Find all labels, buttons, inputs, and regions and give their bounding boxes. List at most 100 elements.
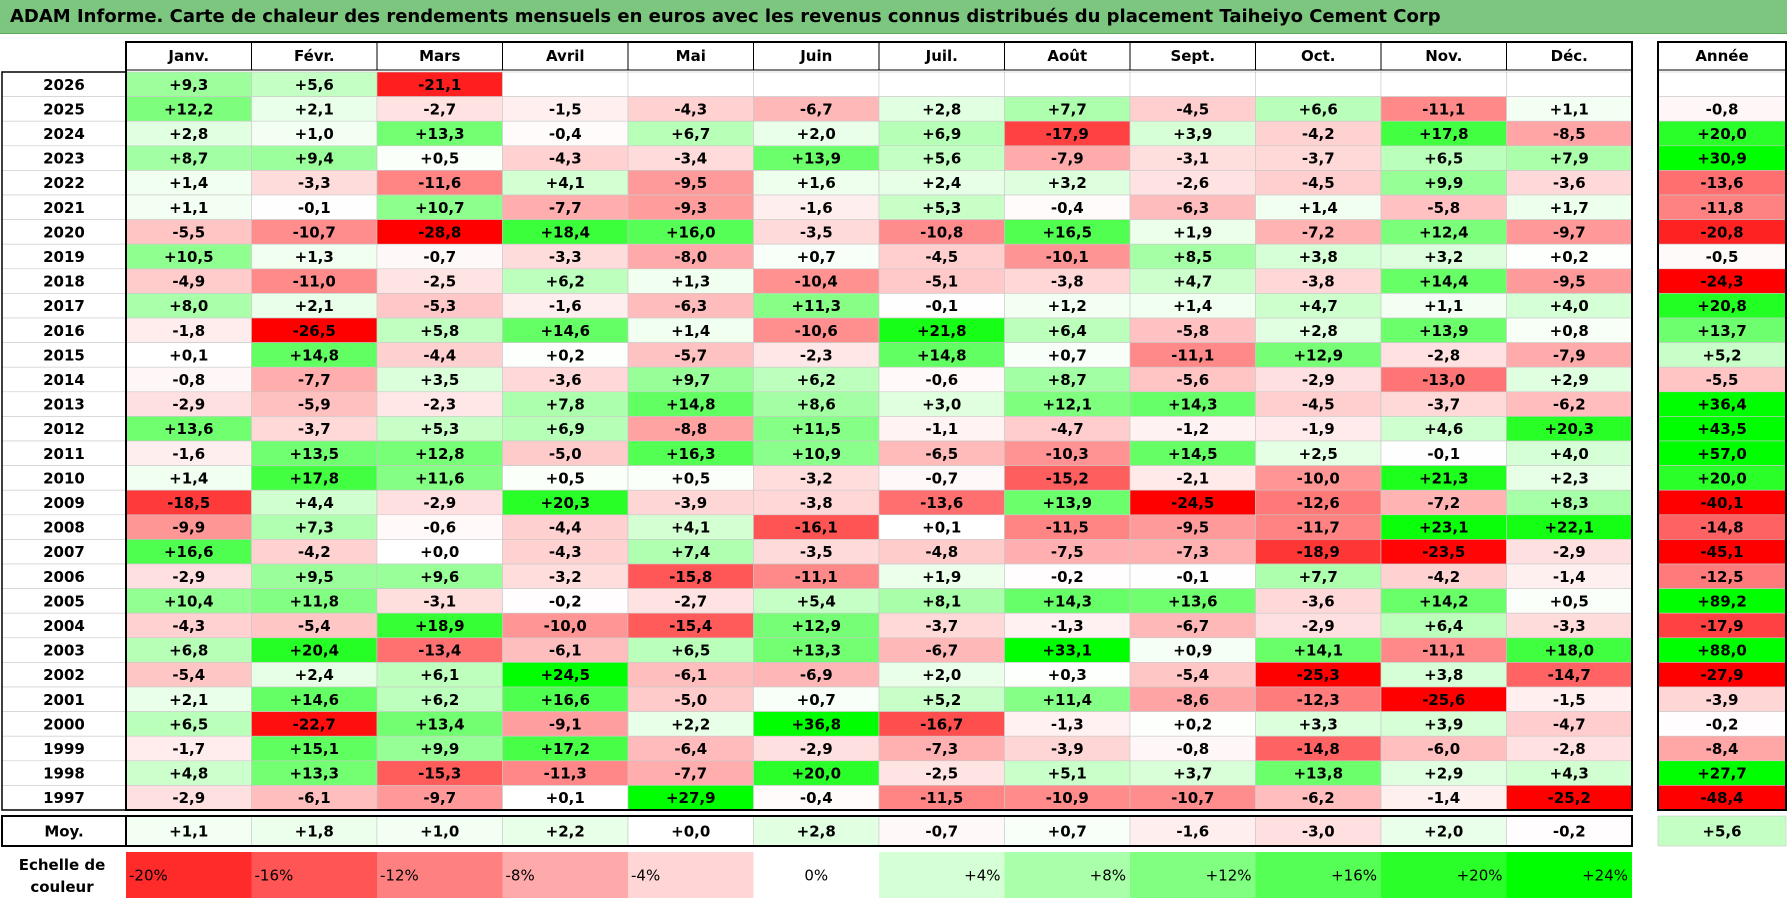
heatmap-cell [753,711,880,737]
cell-value-label: +22,1 [1544,519,1594,537]
heatmap-cell [1129,317,1256,343]
cell-value-label: -12,6 [1297,494,1340,512]
heatmap-cell [1506,268,1633,294]
cell-value-label: -0,7 [925,469,958,487]
heatmap-cell [125,489,252,516]
cell-value-label: -5,3 [423,297,456,315]
cell-value-label: +5,3 [922,199,961,217]
annual-value-label: -0,2 [1706,715,1739,733]
annual-value-label: -12,5 [1700,568,1743,586]
cell-value-label: -4,8 [925,543,958,561]
average-value-label: +2,2 [546,823,585,841]
cell-value-label: -10,1 [1046,248,1089,266]
cell-value-label: +4,0 [1550,445,1589,463]
cell-value-label: +9,7 [671,371,710,389]
heatmap-cell [125,785,252,811]
cell-value-label: -6,7 [1176,617,1209,635]
cell-value-label: +3,9 [1173,125,1212,143]
year-label-cell [1,243,127,270]
month-header-label: Juil. [925,47,958,65]
legend-swatch [377,852,503,898]
cell-value-label: +1,6 [797,174,836,192]
cell-value-label: -9,9 [172,519,205,537]
cell-value-label: -5,0 [549,445,582,463]
heatmap-cell [878,96,1005,122]
heatmap-cell [878,194,1005,220]
heatmap-cell [1004,96,1131,122]
average-cell [878,815,1005,847]
cell-value-label: +16,3 [666,445,716,463]
cell-value-label: -3,8 [1302,273,1335,291]
average-cell [376,815,503,847]
year-label: 2022 [43,174,85,192]
year-label-cell [1,514,127,540]
cell-value-label: -5,5 [172,223,205,241]
average-annual-label: +5,6 [1702,823,1741,841]
cell-value-label: +1,4 [169,174,208,192]
annual-cell [1657,71,1787,97]
heatmap-cell [1129,416,1256,442]
cell-value-label: +12,9 [791,617,841,635]
heatmap-cell [1506,342,1633,368]
heatmap-cell [502,539,629,565]
cell-value-label: +12,2 [164,100,214,118]
cell-value-label: +21,8 [917,322,967,340]
legend-swatch [126,852,252,898]
cell-value-label: -1,5 [549,100,582,118]
heatmap-cell [627,785,754,811]
heatmap-cell [1506,391,1633,417]
heatmap-cell [502,588,629,614]
annual-cell [1657,637,1787,663]
heatmap-cell [878,637,1005,663]
year-label: 2017 [43,297,85,315]
heatmap-cell [1506,711,1633,737]
year-label: 2019 [43,248,85,266]
cell-value-label: -7,9 [1553,346,1586,364]
cell-value-label: -13,6 [920,494,963,512]
heatmap-cell [753,612,880,639]
heatmap-cell [1380,317,1507,343]
cell-value-label: -28,8 [418,223,461,241]
cell-value-label: -6,1 [298,789,331,807]
cell-value-label: +14,5 [1168,445,1218,463]
heatmap-cell [125,194,252,220]
cell-value-label: +9,3 [169,76,208,94]
cell-value-label: -6,1 [674,666,707,684]
cell-value-label: -3,8 [1051,273,1084,291]
heatmap-cell [627,293,754,319]
legend-swatch [753,852,879,898]
month-header-label: Nov. [1425,47,1462,65]
heatmap-cell [627,366,754,393]
cell-value-label: -3,2 [549,568,582,586]
cell-value-label: +2,4 [922,174,961,192]
year-label: 2023 [43,150,85,168]
cell-value-label: +16,6 [540,691,590,709]
heatmap-cell [251,760,378,786]
heatmap-cell [1506,293,1633,319]
heatmap-cell [125,637,252,663]
year-label-cell [1,317,127,343]
month-header-label: Févr. [294,47,335,65]
cell-value-label: +5,4 [797,592,836,610]
heatmap-cell [125,268,252,294]
cell-value-label: +20,3 [1544,420,1594,438]
average-label: Moy. [44,823,83,841]
heatmap-cell [1380,243,1507,270]
cell-value-label: +12,8 [415,445,465,463]
cell-value-label: -23,5 [1422,543,1465,561]
heatmap-cell [251,588,378,614]
average-value-label: +1,0 [420,823,459,841]
heatmap-cell [1380,514,1507,540]
heatmap-cell [1506,563,1633,589]
cell-value-label: +6,8 [169,642,208,660]
cell-value-label: -7,7 [674,765,707,783]
heatmap-cell [125,662,252,688]
heatmap-cell [1380,416,1507,442]
cell-value-label: +14,3 [1042,592,1092,610]
heatmap-cell [1255,268,1382,294]
heatmap-cell [1004,612,1131,639]
cell-value-label: +18,0 [1544,642,1594,660]
annual-column-border [1657,41,1787,811]
annual-value-label: -14,8 [1700,519,1743,537]
heatmap-cell [1004,489,1131,516]
